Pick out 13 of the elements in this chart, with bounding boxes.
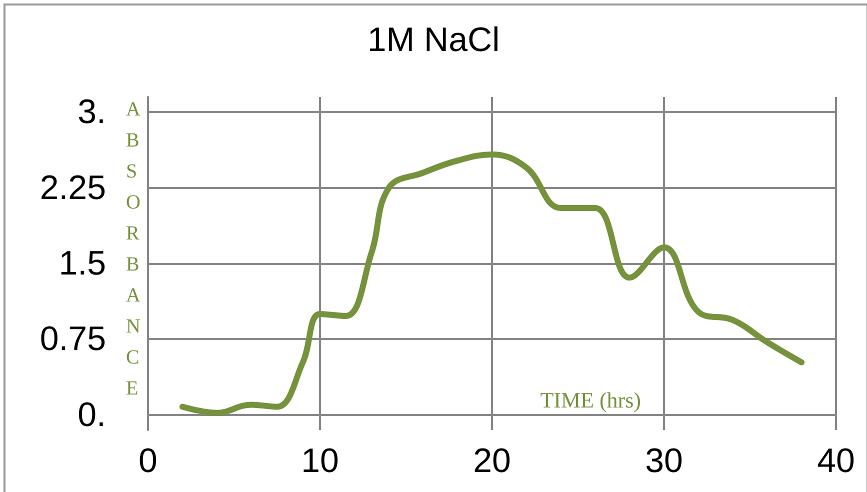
x-tick-label: 10 [301,442,339,480]
x-tick-label: 30 [645,442,683,480]
chart-title: 1M NaCl [367,21,500,59]
y-tick-label: 1.5 [58,244,106,282]
x-tick-label: 0 [138,442,158,480]
y-tick-label: 2.25 [40,168,106,207]
x-axis-title: TIME (hrs) [540,388,642,412]
text: ABSORBANCE [126,98,140,400]
y-tick-label: 0.75 [40,320,106,358]
x-tick-label: 40 [817,442,855,480]
x-tick-label: 20 [473,442,511,480]
y-tick-label: 0. [78,396,106,434]
y-tick-label: 3. [78,93,106,132]
